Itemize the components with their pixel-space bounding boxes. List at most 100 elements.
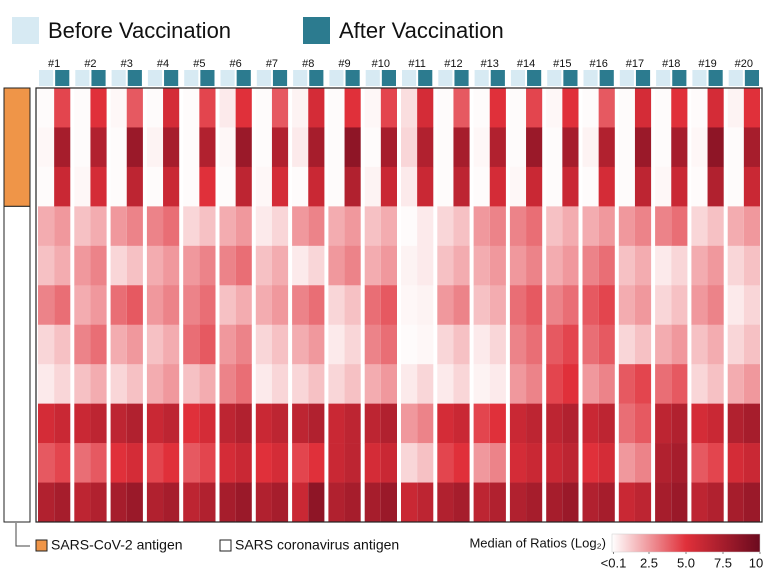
cell <box>364 166 381 207</box>
cell <box>598 166 615 207</box>
cell <box>308 403 325 444</box>
cell <box>707 245 724 286</box>
cell <box>707 166 724 207</box>
cell <box>219 364 236 404</box>
cell <box>473 206 490 247</box>
cell <box>417 127 434 168</box>
cell <box>308 206 325 247</box>
cell <box>328 482 345 523</box>
cell <box>163 127 180 168</box>
cell <box>219 206 236 247</box>
cell <box>582 206 599 247</box>
cell <box>582 364 599 404</box>
cell <box>655 88 672 128</box>
cell <box>655 324 672 365</box>
cell <box>235 443 252 483</box>
cell <box>183 127 200 168</box>
cell <box>328 324 345 365</box>
cell <box>473 88 490 128</box>
cell <box>417 482 434 523</box>
cell <box>671 364 688 404</box>
column-header <box>200 70 215 86</box>
cell <box>743 403 760 444</box>
column-header <box>744 70 759 86</box>
cell <box>473 482 490 523</box>
cell <box>727 364 744 404</box>
cell <box>38 403 55 444</box>
cell <box>671 166 688 207</box>
column-label: #4 <box>157 58 169 70</box>
cell <box>634 166 652 207</box>
cell <box>618 127 635 168</box>
cell <box>38 88 55 128</box>
cell <box>453 206 470 247</box>
cell <box>489 127 506 168</box>
cell <box>582 88 599 128</box>
cell <box>54 245 71 286</box>
column-label: #8 <box>302 58 314 70</box>
cell <box>691 166 708 207</box>
cell <box>344 324 361 365</box>
cell <box>110 403 127 444</box>
cell <box>582 482 599 523</box>
cell <box>146 482 164 523</box>
cell <box>146 285 164 326</box>
cell <box>655 443 672 483</box>
cell <box>489 443 506 483</box>
cell <box>255 403 272 444</box>
cell <box>437 127 454 168</box>
cell <box>453 364 470 404</box>
cell <box>292 166 309 207</box>
column-header <box>147 70 163 86</box>
cell <box>344 166 361 207</box>
cell <box>401 166 418 207</box>
cell <box>401 245 418 286</box>
cell <box>235 88 252 128</box>
cell <box>183 206 200 247</box>
cell <box>344 127 361 168</box>
cell <box>671 482 688 523</box>
cell <box>163 364 180 404</box>
cell <box>618 166 635 207</box>
column-header <box>111 70 126 86</box>
cell <box>489 324 506 365</box>
column-header <box>236 70 251 86</box>
cell <box>437 88 454 128</box>
cell <box>598 206 615 247</box>
cell <box>546 364 563 404</box>
heatmap: #1 #2 #3 #4 #5 #6 #7 #8 #9 #10 #11 #12 #13 #14 #15 #16 #… <box>35 58 763 523</box>
cell <box>453 482 470 523</box>
cell <box>328 88 345 128</box>
column-header <box>692 70 707 86</box>
cell <box>546 166 563 207</box>
cell <box>126 166 143 207</box>
cell <box>489 403 506 444</box>
cell <box>655 403 672 444</box>
cell <box>727 285 744 326</box>
cell <box>582 127 599 168</box>
cell <box>163 285 180 326</box>
cell <box>417 403 434 444</box>
cell <box>163 482 180 523</box>
cell <box>110 324 127 365</box>
cell <box>598 88 615 128</box>
column-header <box>490 70 505 86</box>
cell <box>473 166 490 207</box>
cell <box>526 324 543 365</box>
cell <box>526 166 543 207</box>
cell <box>473 403 490 444</box>
column-header <box>329 70 344 86</box>
cell <box>562 403 579 444</box>
cell <box>380 482 397 523</box>
column-header <box>345 70 360 86</box>
cell <box>526 88 543 128</box>
cell <box>146 443 164 483</box>
cell <box>126 324 143 365</box>
cell <box>364 127 381 168</box>
cell <box>255 285 272 326</box>
cell <box>364 88 381 128</box>
cell <box>255 166 272 207</box>
cell <box>146 127 164 168</box>
cell <box>380 403 397 444</box>
